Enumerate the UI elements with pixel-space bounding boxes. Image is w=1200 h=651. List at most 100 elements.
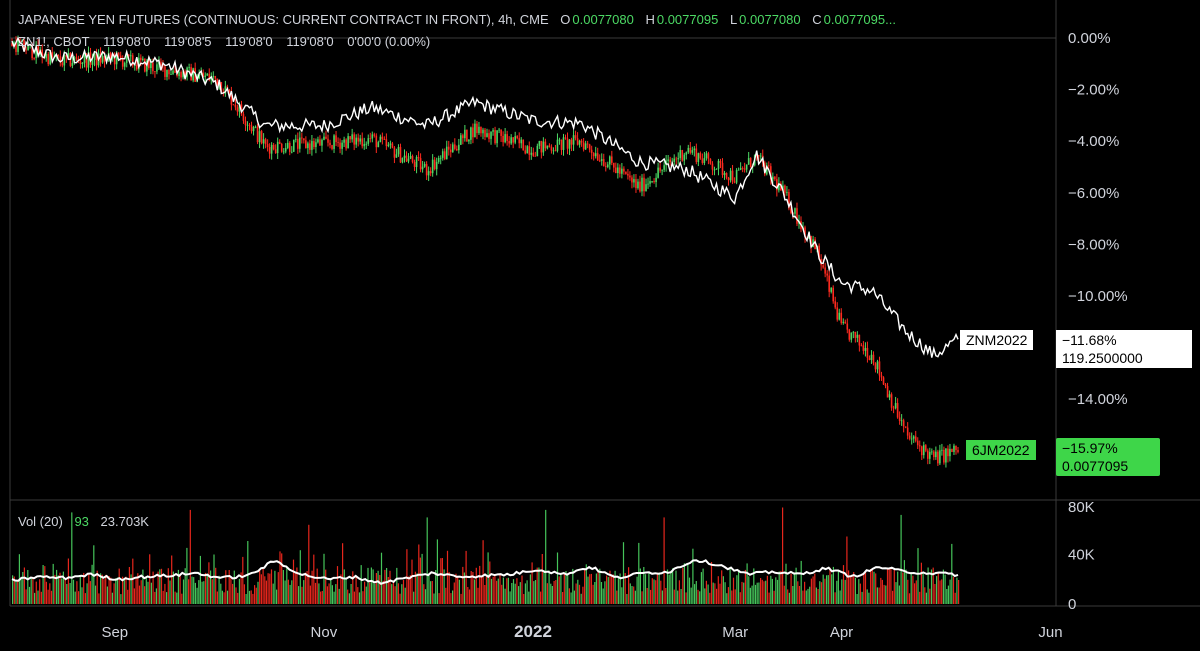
volume-bar [62,571,64,604]
candle [206,72,209,76]
volume-bar [871,570,873,604]
candle [639,175,641,193]
volume-bar [436,539,438,604]
time-tick-label: Apr [830,624,853,641]
volume-bar [836,580,838,604]
volume-bar [783,585,785,604]
candle [113,52,116,71]
volume-bar [467,587,469,604]
candle [943,446,945,465]
volume-bar [636,576,638,604]
candle [355,134,357,148]
volume-bar [15,581,17,604]
candle [242,111,245,124]
volume-bar [543,570,545,604]
volume-bar [276,589,278,604]
volume-bar [621,587,623,604]
volume-bar [245,594,247,604]
volume-bar [841,579,843,604]
volume-bar [707,584,709,604]
volume-bar [56,569,58,604]
volume-bar [402,580,405,604]
volume-bar [230,577,232,604]
volume-bar [196,587,198,604]
candle [862,341,865,355]
candle [482,127,484,140]
volume-bar [700,572,702,604]
candle [836,302,839,322]
volume-bar [414,571,416,604]
volume-bar [423,584,425,604]
znm2022-pct: −11.68% [1062,332,1117,348]
volume-bar [807,588,809,604]
volume-bar [809,586,811,604]
candle [522,139,525,151]
volume-bar [842,565,845,604]
candle [842,318,845,325]
candle [937,449,939,466]
candle [772,172,774,184]
volume-bar [944,574,946,604]
volume-bar [736,575,738,604]
volume-bar [687,564,689,604]
volume-bar [656,572,658,604]
volume-bar [318,583,320,604]
candle [564,134,567,140]
candle [518,132,521,149]
volume-bar [534,580,537,604]
volume-bar [655,580,657,604]
volume-bar [738,569,740,604]
candle [731,164,734,185]
candle [333,134,335,153]
candle [506,130,508,146]
volume-bar [125,576,127,604]
time-tick-label: Mar [722,624,748,641]
volume-bar [201,581,203,604]
volume-bar [255,587,257,604]
price-axis-labels: 0.00% −2.00% −4.00% −6.00% −8.00% −10.00% −14.… [1068,30,1128,408]
candle [647,177,649,189]
candle [359,134,362,145]
candle [699,151,702,160]
time-axis-labels: Sep Nov 2022 Mar Apr Jun [101,622,1062,641]
volume-bar [259,570,261,604]
volume-bar [614,570,616,604]
volume-bar [416,573,418,604]
volume-bar [952,576,955,604]
candle [486,128,488,138]
candle [681,149,684,162]
volume-bar [89,581,91,604]
candle [327,134,329,147]
volume-bar [805,590,807,604]
candle [592,152,595,161]
candle [697,152,700,167]
volume-bar [908,593,911,604]
volume-bar [702,568,704,604]
volume-bar [540,591,542,604]
volume-bar [140,580,142,604]
candle [274,144,277,154]
volume-bar [793,572,795,604]
volume-bar [215,567,217,604]
volume-bar [866,589,868,604]
candle [343,136,345,147]
candle [405,151,408,163]
compare-symbol[interactable]: ZN1!, CBOT [18,34,90,49]
volume-bar [362,591,364,604]
candle [429,167,432,177]
candle [850,332,853,343]
candle [252,125,255,136]
znm2022-value-tag: −11.68% 119.2500000 [1056,330,1192,368]
candle [914,430,917,443]
volume-bar [492,576,494,604]
volume-bar [954,592,956,604]
volume-bar [328,583,330,604]
compare-open: 119'08'0 [103,34,151,49]
candle [335,131,337,147]
volume-bar [751,585,753,604]
volume-bar [81,587,83,604]
candle [729,167,732,183]
volume-bar [323,553,325,604]
volume-bar [135,576,137,604]
